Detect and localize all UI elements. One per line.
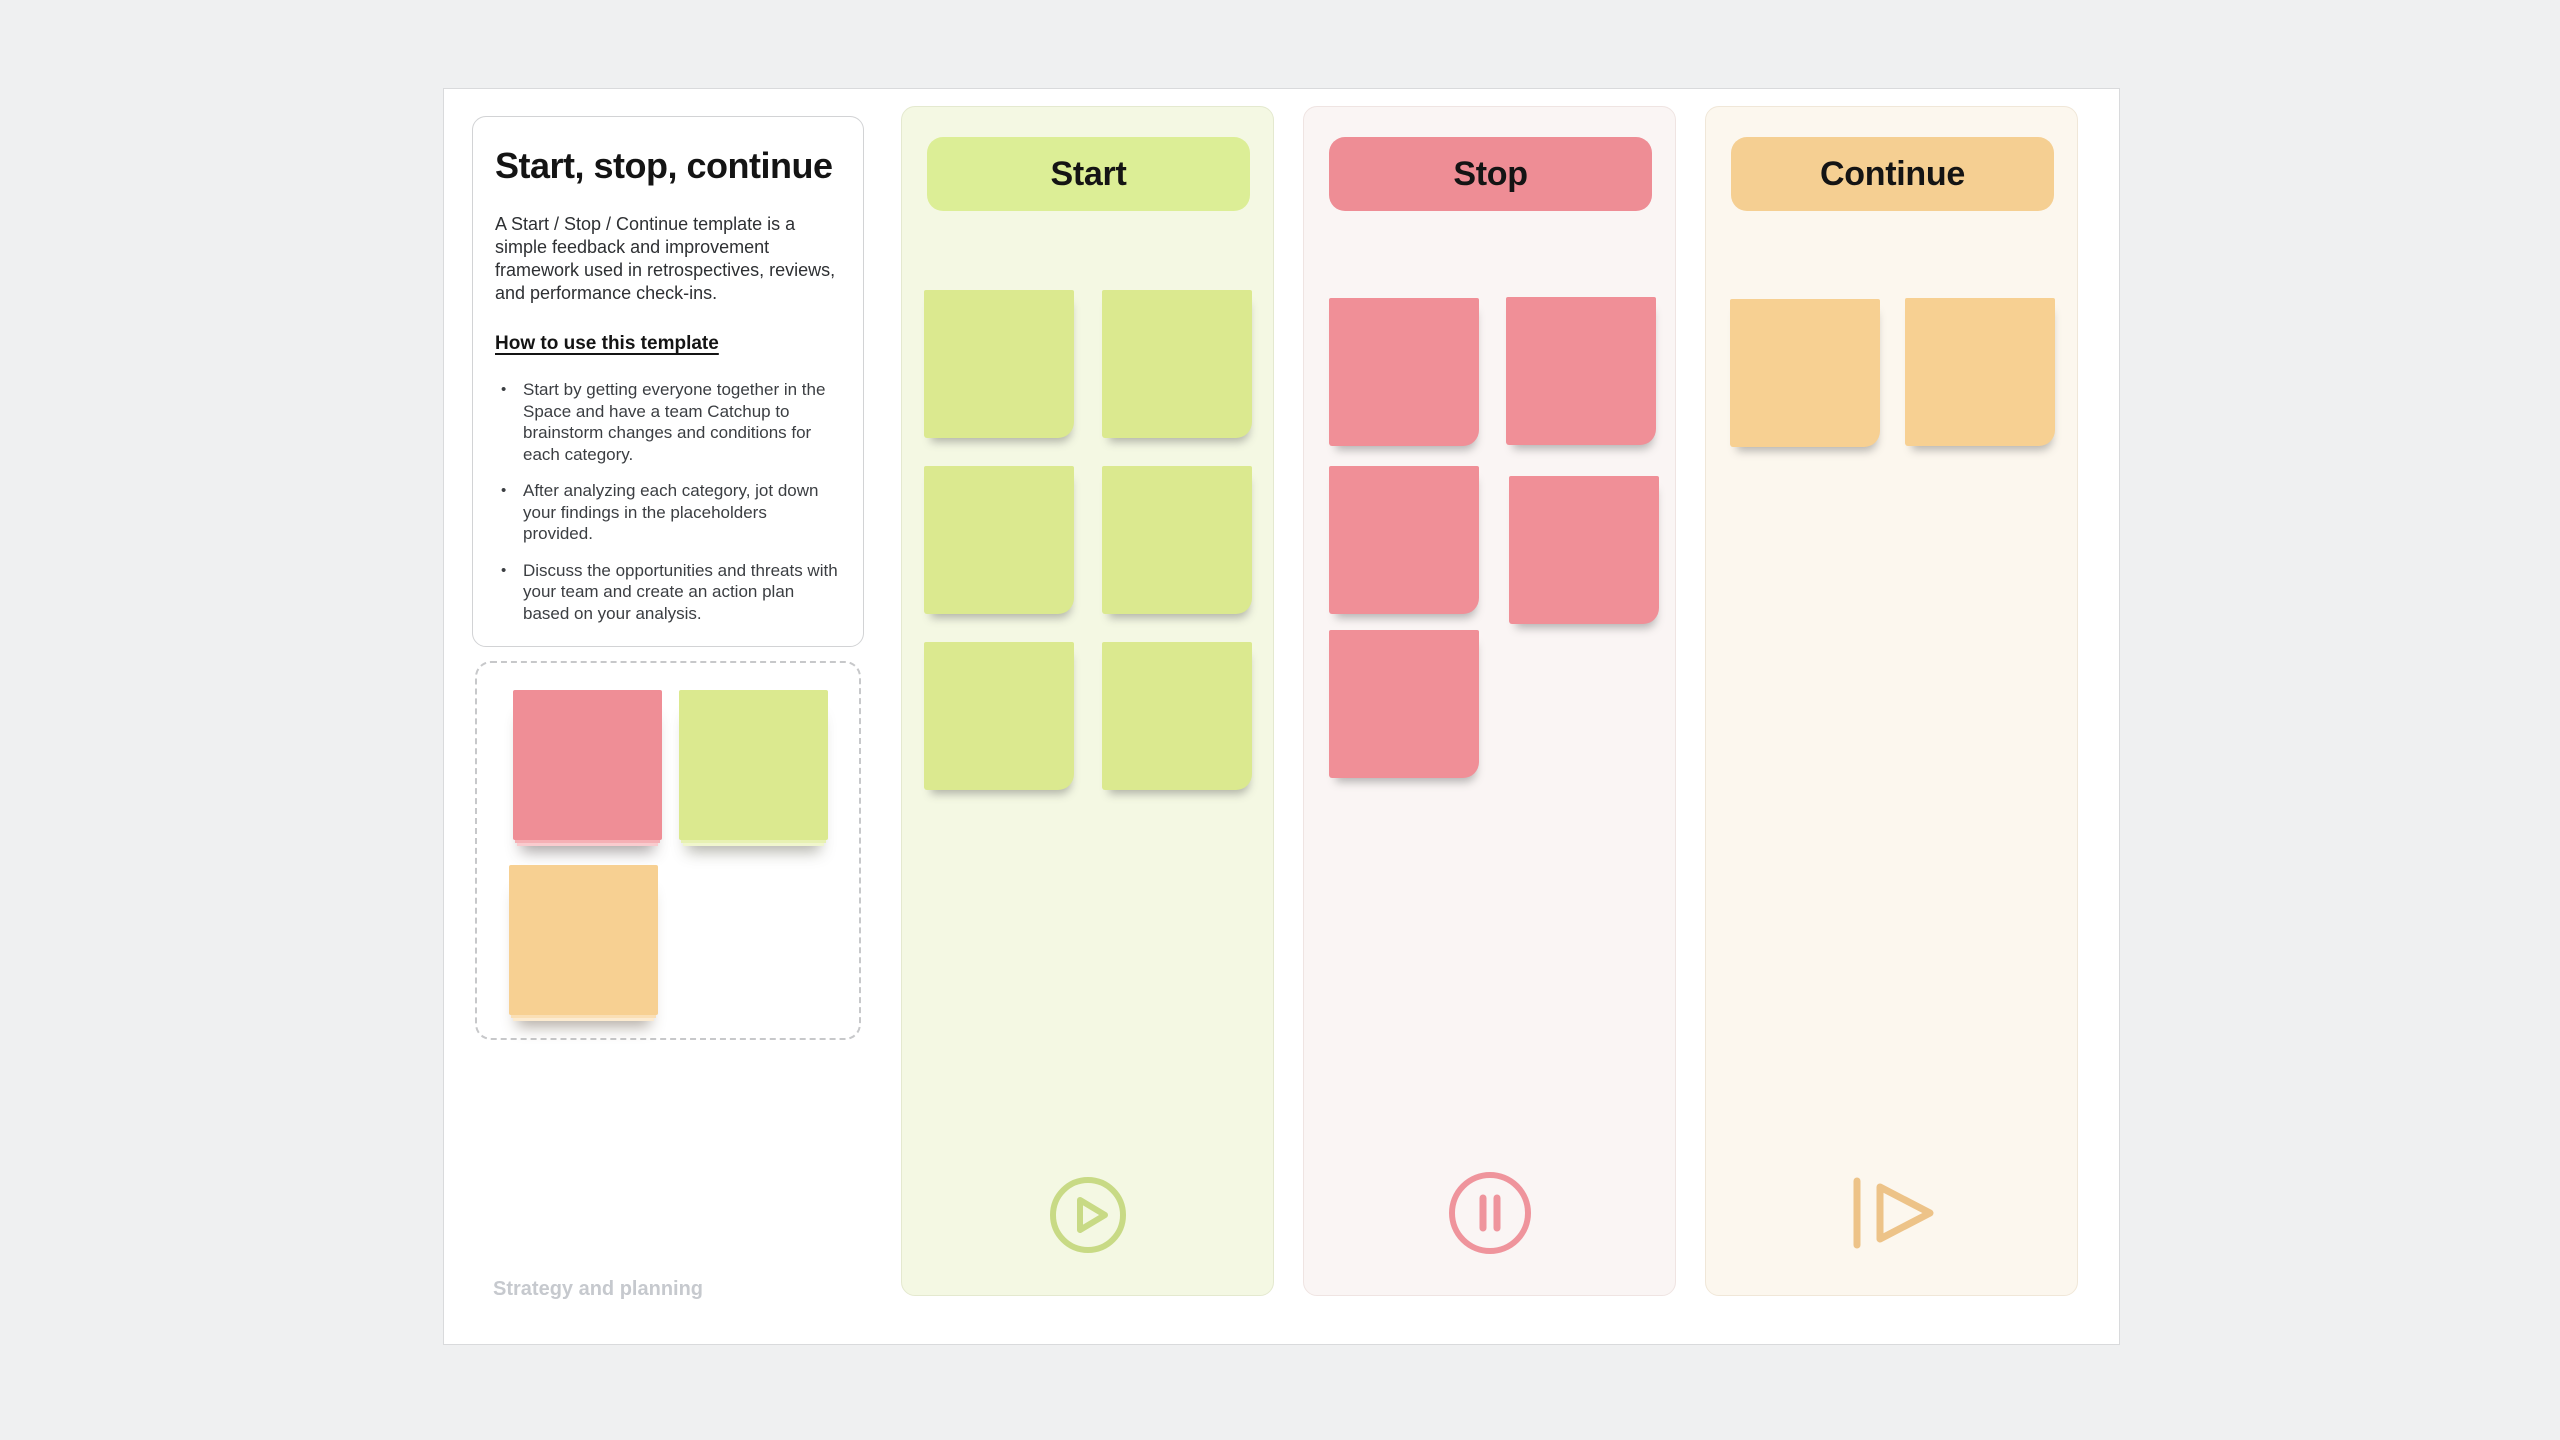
template-description: A Start / Stop / Continue template is a … bbox=[495, 214, 836, 303]
howto-bullet: Discuss the opportunities and threats wi… bbox=[495, 560, 841, 625]
howto-heading: How to use this template bbox=[495, 333, 719, 354]
sticky-note[interactable] bbox=[1102, 642, 1252, 790]
template-info-card[interactable]: Start, stop, continue A Start / Stop / C… bbox=[472, 116, 864, 647]
sticky-pad-red[interactable] bbox=[513, 690, 662, 840]
column-continue[interactable]: Continue bbox=[1705, 106, 2078, 1296]
sticky-pad-orange[interactable] bbox=[509, 865, 658, 1015]
play-icon[interactable] bbox=[1046, 1173, 1130, 1257]
resume-icon[interactable] bbox=[1844, 1169, 1940, 1257]
column-continue-header[interactable]: Continue bbox=[1731, 137, 2054, 211]
sticky-note[interactable] bbox=[924, 466, 1074, 614]
sticky-note[interactable] bbox=[1329, 298, 1479, 446]
sticky-note[interactable] bbox=[924, 642, 1074, 790]
sticky-note[interactable] bbox=[1102, 290, 1252, 438]
sticky-pad-green[interactable] bbox=[679, 690, 828, 840]
sticky-note[interactable] bbox=[1329, 630, 1479, 778]
column-start-header[interactable]: Start bbox=[927, 137, 1250, 211]
column-stop-header[interactable]: Stop bbox=[1329, 137, 1652, 211]
howto-bullet: After analyzing each category, jot down … bbox=[495, 480, 841, 545]
pause-icon[interactable] bbox=[1446, 1169, 1534, 1257]
column-stop[interactable]: Stop bbox=[1303, 106, 1676, 1296]
sticky-note[interactable] bbox=[1730, 299, 1880, 447]
sticky-note[interactable] bbox=[924, 290, 1074, 438]
sticky-note[interactable] bbox=[1102, 466, 1252, 614]
sticky-note[interactable] bbox=[1506, 297, 1656, 445]
template-title: Start, stop, continue bbox=[495, 145, 833, 186]
column-start[interactable]: Start bbox=[901, 106, 1274, 1296]
howto-bullet-list: Start by getting everyone together in th… bbox=[495, 379, 841, 624]
sticky-note[interactable] bbox=[1905, 298, 2055, 446]
category-label: Strategy and planning bbox=[493, 1278, 704, 1300]
sticky-pad-legend bbox=[475, 661, 861, 1040]
sticky-note[interactable] bbox=[1329, 466, 1479, 614]
howto-bullet: Start by getting everyone together in th… bbox=[495, 379, 841, 465]
sticky-note[interactable] bbox=[1509, 476, 1659, 624]
